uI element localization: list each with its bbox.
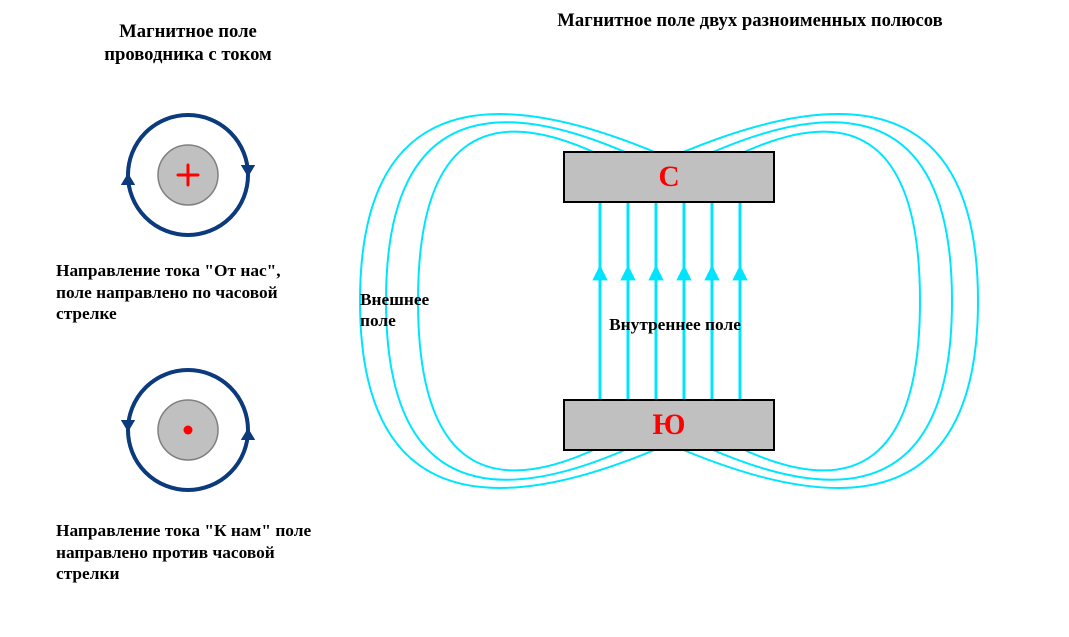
label-internal-field: Внутреннее поле bbox=[555, 315, 795, 336]
two-pole-field-diagram: СЮ bbox=[0, 0, 1069, 637]
label-external-field: Внешнееполе bbox=[360, 290, 460, 332]
pole-label: Ю bbox=[653, 409, 686, 441]
pole-label: С bbox=[658, 161, 679, 193]
